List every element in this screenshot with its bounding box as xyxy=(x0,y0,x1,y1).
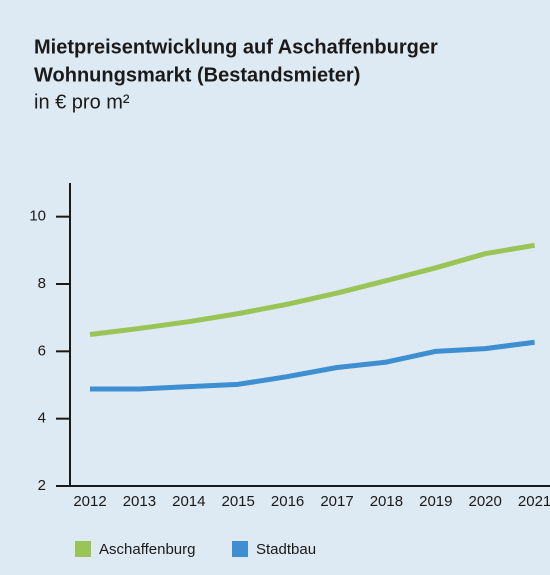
y-tick-label: 6 xyxy=(38,342,46,359)
line-series xyxy=(89,242,536,337)
x-tick-label: 2015 xyxy=(222,493,255,510)
y-tick-label: 4 xyxy=(38,410,46,427)
legend-swatch xyxy=(75,541,91,557)
x-tick-label: 2018 xyxy=(370,493,403,510)
x-tick-label: 2020 xyxy=(469,493,502,510)
x-tick-label: 2014 xyxy=(172,493,205,510)
legend-label: Stadtbau xyxy=(256,541,316,558)
x-tick-label: 2017 xyxy=(320,493,353,510)
legend-label: Aschaffenburg xyxy=(99,541,195,558)
legend-swatch xyxy=(232,541,248,557)
x-tick-label: 2013 xyxy=(123,493,156,510)
x-tick-label: 2019 xyxy=(419,493,452,510)
x-tick-label: 2021 xyxy=(518,493,550,510)
y-tick-label: 10 xyxy=(29,208,46,225)
chart-subtitle: in € pro m² xyxy=(34,91,130,113)
x-tick-label: 2016 xyxy=(271,493,304,510)
line-series xyxy=(90,339,535,392)
y-tick-label: 8 xyxy=(38,275,46,292)
y-tick-label: 2 xyxy=(38,477,46,494)
x-tick-label: 2012 xyxy=(73,493,106,510)
chart-title: Mietpreisentwicklung auf Aschaffenburger xyxy=(34,36,438,58)
chart-title: Wohnungsmarkt (Bestandsmieter) xyxy=(34,64,360,86)
